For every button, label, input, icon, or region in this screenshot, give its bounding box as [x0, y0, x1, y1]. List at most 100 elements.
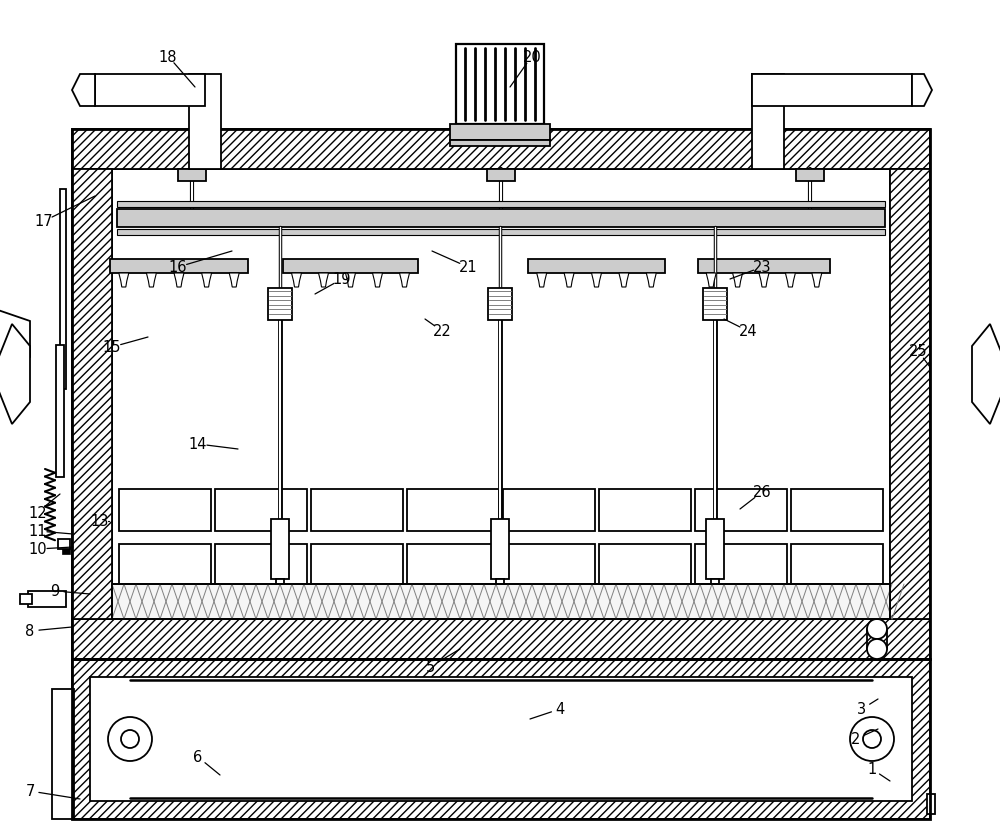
Polygon shape: [706, 274, 716, 288]
Polygon shape: [733, 274, 743, 288]
Bar: [599, 544, 691, 586]
Bar: [488, 289, 512, 321]
Bar: [112, 585, 890, 619]
Polygon shape: [400, 274, 410, 288]
Text: 17: 17: [35, 214, 53, 229]
Bar: [189, 75, 221, 170]
Text: 11: 11: [29, 523, 47, 539]
Bar: [456, 45, 544, 125]
Bar: [407, 544, 499, 586]
Bar: [491, 519, 509, 579]
Polygon shape: [146, 274, 156, 288]
Text: 12: 12: [29, 505, 47, 520]
Bar: [695, 544, 787, 586]
Text: 1: 1: [867, 762, 877, 777]
Bar: [119, 544, 211, 586]
Bar: [20, 595, 32, 605]
Polygon shape: [0, 325, 30, 424]
Bar: [283, 260, 418, 274]
Polygon shape: [319, 274, 329, 288]
Polygon shape: [292, 274, 302, 288]
Text: 6: 6: [193, 749, 203, 765]
Bar: [503, 490, 595, 532]
Bar: [711, 579, 719, 595]
Text: 14: 14: [189, 437, 207, 452]
Polygon shape: [346, 274, 356, 288]
Bar: [28, 591, 66, 607]
Circle shape: [867, 639, 887, 659]
Bar: [791, 490, 883, 532]
Bar: [450, 125, 550, 141]
Bar: [706, 519, 724, 579]
Bar: [52, 689, 74, 819]
Polygon shape: [759, 274, 769, 288]
Bar: [268, 289, 292, 321]
Bar: [215, 544, 307, 586]
Polygon shape: [592, 274, 602, 288]
Polygon shape: [564, 274, 574, 288]
Text: 20: 20: [523, 50, 541, 65]
Text: 19: 19: [333, 272, 351, 287]
Bar: [276, 579, 284, 595]
Bar: [407, 490, 499, 532]
Polygon shape: [229, 274, 239, 288]
Bar: [703, 289, 727, 321]
Bar: [695, 490, 787, 532]
Bar: [791, 544, 883, 586]
Text: 22: 22: [433, 324, 451, 339]
Polygon shape: [972, 325, 1000, 424]
Polygon shape: [373, 274, 383, 288]
Polygon shape: [174, 274, 184, 288]
Text: 9: 9: [50, 584, 60, 599]
Bar: [90, 677, 912, 801]
Polygon shape: [785, 274, 795, 288]
Bar: [752, 75, 912, 107]
Text: 15: 15: [103, 340, 121, 355]
Polygon shape: [0, 309, 30, 370]
Text: 13: 13: [91, 514, 109, 528]
Bar: [72, 659, 930, 819]
Bar: [62, 547, 70, 554]
Text: 4: 4: [555, 701, 565, 717]
Circle shape: [863, 730, 881, 748]
Circle shape: [850, 717, 894, 761]
Bar: [56, 346, 64, 477]
Bar: [503, 544, 595, 586]
Bar: [72, 170, 112, 619]
Circle shape: [108, 717, 152, 761]
Text: 24: 24: [739, 324, 757, 339]
Text: 7: 7: [25, 783, 35, 799]
Bar: [890, 170, 930, 619]
Bar: [311, 544, 403, 586]
Bar: [117, 230, 885, 236]
Text: 5: 5: [425, 660, 435, 675]
Text: 8: 8: [25, 624, 35, 638]
Text: 23: 23: [753, 261, 771, 275]
Text: 2: 2: [851, 732, 861, 747]
Bar: [112, 585, 890, 619]
Bar: [752, 75, 784, 170]
Polygon shape: [619, 274, 629, 288]
Bar: [72, 619, 930, 659]
Text: 18: 18: [159, 50, 177, 65]
Bar: [95, 75, 205, 107]
Bar: [528, 260, 665, 274]
Text: 21: 21: [459, 261, 477, 275]
Bar: [60, 189, 66, 390]
Polygon shape: [912, 75, 932, 107]
Bar: [496, 579, 504, 595]
Bar: [117, 210, 885, 227]
Circle shape: [121, 730, 139, 748]
Bar: [215, 490, 307, 532]
Polygon shape: [646, 274, 656, 288]
Polygon shape: [537, 274, 547, 288]
Bar: [599, 490, 691, 532]
Polygon shape: [72, 75, 95, 107]
Bar: [311, 490, 403, 532]
Bar: [119, 490, 211, 532]
Text: 26: 26: [753, 485, 771, 500]
Circle shape: [867, 619, 887, 639]
Polygon shape: [119, 274, 129, 288]
Bar: [450, 141, 550, 147]
Text: 3: 3: [857, 701, 867, 717]
